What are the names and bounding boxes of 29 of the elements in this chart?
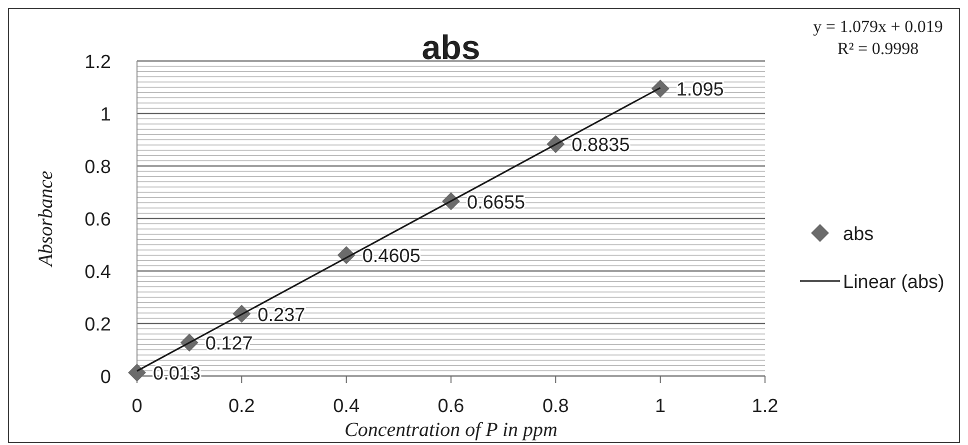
y-tick-label: 0.4 bbox=[84, 262, 112, 283]
data-label: 0.4605 bbox=[362, 246, 420, 268]
chart-title: abs bbox=[422, 29, 480, 67]
point bbox=[128, 364, 146, 382]
x-tick-label: 0.2 bbox=[228, 396, 255, 417]
y-tick-label: 0.6 bbox=[84, 210, 111, 230]
text: R² = 0.9998 bbox=[837, 39, 919, 58]
data-label: 0.6655 bbox=[467, 192, 526, 214]
y-tick-label: 0.8 bbox=[84, 157, 111, 178]
x-tick-label: 1.2 bbox=[752, 396, 778, 417]
data-label: 1.095 bbox=[676, 80, 724, 101]
y-tick-label: 0.2 bbox=[84, 314, 111, 336]
x-axis-title: Concentration of P in ppm bbox=[344, 419, 558, 441]
data-label: 0.237 bbox=[258, 304, 306, 326]
x-tick-label: 0.8 bbox=[542, 396, 569, 417]
data-label: 0.8835 bbox=[572, 135, 630, 156]
data-label: 0.127 bbox=[205, 334, 253, 355]
legend-label: abs bbox=[843, 224, 874, 245]
y-tick-label: 1 bbox=[100, 104, 111, 126]
x-tick-label: 0 bbox=[132, 396, 142, 417]
text: y = 1.079x + 0.019 bbox=[813, 17, 943, 36]
point bbox=[651, 80, 670, 98]
y-tick-label: 0 bbox=[100, 367, 111, 388]
y-tick-label: 1.2 bbox=[84, 52, 111, 73]
y-axis-title: Absorbance bbox=[35, 170, 57, 268]
x-tick-label: 0.6 bbox=[438, 396, 464, 417]
x-tick-label: 1 bbox=[655, 396, 666, 417]
x-tick-label: 0.4 bbox=[333, 396, 360, 417]
legend-label: Linear (abs) bbox=[843, 272, 944, 293]
